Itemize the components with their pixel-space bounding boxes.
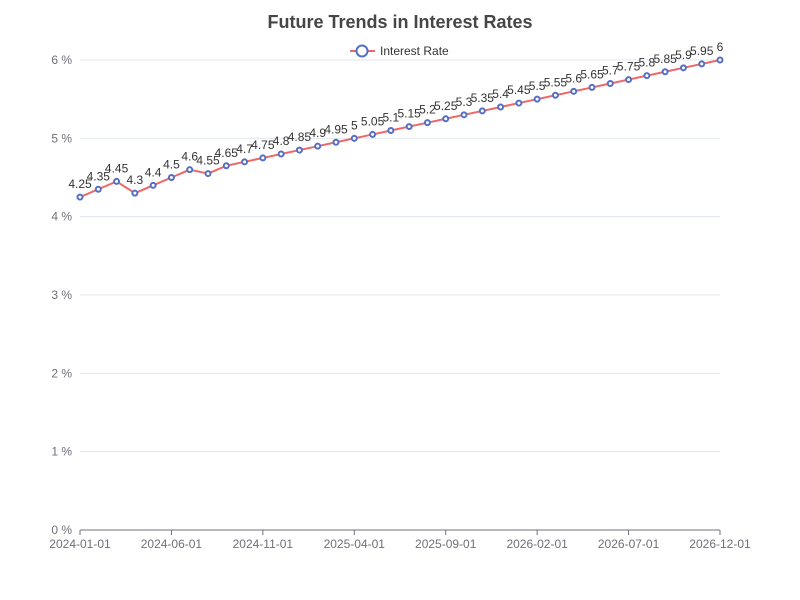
data-label: 5.7 xyxy=(602,64,619,78)
data-label: 5.3 xyxy=(456,95,473,109)
data-label: 5.75 xyxy=(617,60,641,74)
data-point[interactable] xyxy=(533,95,541,103)
data-point[interactable] xyxy=(314,142,322,150)
series-line xyxy=(79,59,721,199)
data-point[interactable] xyxy=(460,111,468,119)
data-label: 4.25 xyxy=(68,177,92,191)
data-label: 6 xyxy=(717,40,724,54)
data-point[interactable] xyxy=(661,68,669,76)
data-label: 5.85 xyxy=(653,52,677,66)
data-point[interactable] xyxy=(369,130,377,138)
legend-label: Interest Rate xyxy=(380,44,449,58)
data-point[interactable] xyxy=(241,158,249,166)
data-point[interactable] xyxy=(679,64,687,72)
data-point[interactable] xyxy=(698,60,706,68)
data-label: 5.2 xyxy=(419,103,436,117)
data-label: 5.8 xyxy=(639,56,656,70)
data-point[interactable] xyxy=(515,99,523,107)
series-interest-rate xyxy=(76,56,724,201)
data-point[interactable] xyxy=(497,103,505,111)
grid xyxy=(80,59,720,453)
data-point[interactable] xyxy=(643,72,651,80)
data-label: 5.55 xyxy=(544,75,568,89)
data-label: 5.95 xyxy=(690,44,714,58)
data-point[interactable] xyxy=(387,127,395,134)
data-label: 4.4 xyxy=(145,165,162,179)
data-point[interactable] xyxy=(570,87,578,95)
data-label: 4.65 xyxy=(215,146,239,160)
data-label: 4.85 xyxy=(288,130,312,144)
data-label: 4.55 xyxy=(196,154,220,168)
x-tick-label: 2024-11-01 xyxy=(233,537,294,551)
data-point[interactable] xyxy=(588,83,596,91)
data-point[interactable] xyxy=(131,189,139,197)
data-label: 5.6 xyxy=(565,71,582,85)
data-label: 4.3 xyxy=(127,173,144,187)
x-tick-label: 2026-07-01 xyxy=(598,537,660,551)
data-point[interactable] xyxy=(423,119,431,127)
data-label: 5.5 xyxy=(529,79,546,93)
data-point[interactable] xyxy=(186,166,194,174)
data-point[interactable] xyxy=(442,115,450,123)
data-point[interactable] xyxy=(113,177,121,185)
data-label: 5.05 xyxy=(361,114,385,128)
data-label: 5.25 xyxy=(434,99,458,113)
data-point[interactable] xyxy=(606,80,614,87)
data-label: 4.7 xyxy=(236,142,253,156)
legend-marker-icon xyxy=(355,44,369,58)
data-point[interactable] xyxy=(295,146,303,154)
data-label: 4.45 xyxy=(105,161,129,175)
data-point[interactable] xyxy=(222,162,230,170)
data-point[interactable] xyxy=(551,91,559,99)
data-label: 4.75 xyxy=(251,138,275,152)
data-point[interactable] xyxy=(625,76,633,84)
data-point[interactable] xyxy=(94,185,102,193)
chart-title: Future Trends in Interest Rates xyxy=(267,12,532,32)
data-label: 4.6 xyxy=(181,150,198,164)
data-point[interactable] xyxy=(405,123,413,131)
y-tick-label: 6 % xyxy=(51,53,72,67)
data-label: 4.35 xyxy=(87,169,111,183)
data-point[interactable] xyxy=(716,56,724,64)
data-label: 5 xyxy=(351,118,358,132)
data-point[interactable] xyxy=(332,138,340,146)
x-tick-label: 2025-04-01 xyxy=(324,537,386,551)
y-tick-label: 5 % xyxy=(51,131,72,145)
legend[interactable]: Interest Rate xyxy=(350,44,449,58)
data-label: 5.15 xyxy=(397,107,421,121)
data-label: 4.9 xyxy=(309,126,326,140)
y-tick-label: 0 % xyxy=(51,523,72,537)
x-tick-label: 2024-01-01 xyxy=(49,537,111,551)
data-point[interactable] xyxy=(76,193,84,201)
data-label: 5.45 xyxy=(507,83,531,97)
data-label: 4.8 xyxy=(273,134,290,148)
data-label: 5.9 xyxy=(675,48,692,62)
x-tick-label: 2025-09-01 xyxy=(415,537,477,551)
y-axis: 0 % 1 % 2 % 3 % 4 % 5 % 6 % xyxy=(51,53,72,537)
data-point[interactable] xyxy=(204,170,212,178)
x-tick-label: 2026-12-01 xyxy=(689,537,751,551)
data-point[interactable] xyxy=(277,150,285,158)
y-tick-label: 3 % xyxy=(51,288,72,302)
x-tick-label: 2026-02-01 xyxy=(506,537,568,551)
data-point[interactable] xyxy=(350,134,358,142)
x-axis: 2024-01-01 2024-06-01 2024-11-01 2025-04-01… xyxy=(49,529,751,551)
data-point[interactable] xyxy=(259,154,267,162)
data-point[interactable] xyxy=(149,181,157,189)
data-label: 4.5 xyxy=(163,158,180,172)
data-point[interactable] xyxy=(478,107,486,115)
x-tick-label: 2024-06-01 xyxy=(141,537,203,551)
data-label: 5.35 xyxy=(471,91,495,105)
data-point[interactable] xyxy=(167,174,175,181)
y-tick-label: 4 % xyxy=(51,210,72,224)
y-tick-label: 1 % xyxy=(51,445,72,459)
data-labels: 4.254.354.454.34.44.54.64.554.654.74.754… xyxy=(68,40,723,191)
y-tick-label: 2 % xyxy=(51,366,72,380)
data-label: 5.65 xyxy=(580,67,604,81)
data-label: 5.1 xyxy=(383,111,400,125)
data-label: 4.95 xyxy=(324,122,348,136)
data-label: 5.4 xyxy=(492,87,509,101)
